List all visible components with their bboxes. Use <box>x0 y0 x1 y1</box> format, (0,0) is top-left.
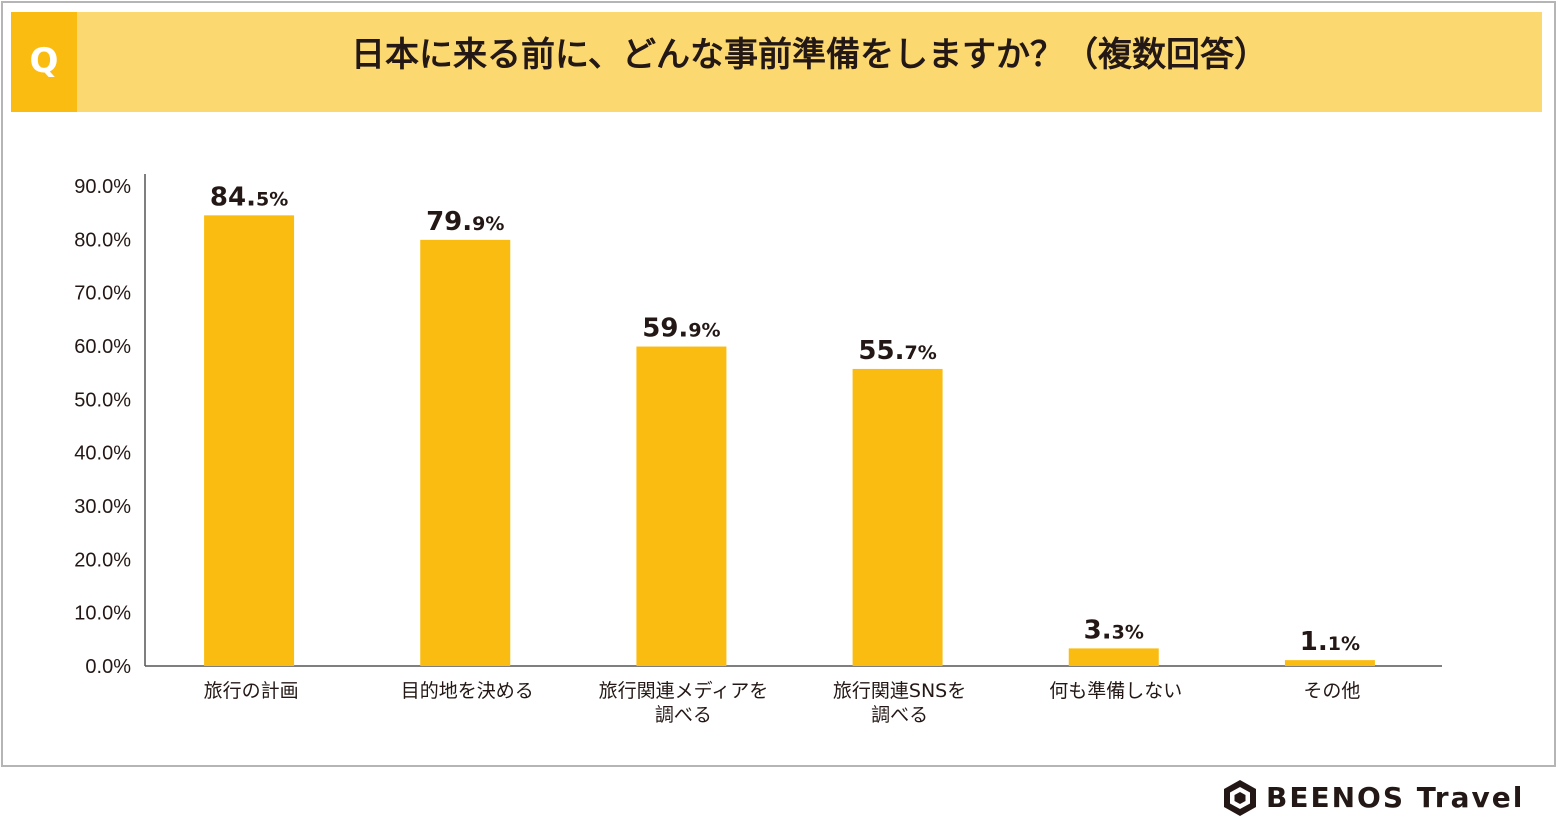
data-label: 84.5% <box>210 182 288 212</box>
x-category-label: 調べる <box>871 704 928 726</box>
chart-title: 日本に来る前に、どんな事前準備をしますか？（複数回答） <box>351 35 1268 75</box>
bar <box>420 239 511 666</box>
bar <box>852 368 943 666</box>
brand-name: BEENOS Travel <box>1266 781 1525 814</box>
y-tick-label: 20.0% <box>74 549 131 571</box>
bar <box>1284 660 1375 666</box>
data-label: 3.3% <box>1084 615 1144 645</box>
data-label: 79.9% <box>426 207 504 237</box>
data-label: 59.9% <box>642 314 720 344</box>
y-tick-label: 90.0% <box>74 176 131 198</box>
q-badge: Q <box>11 12 77 112</box>
q-letter: Q <box>29 41 59 81</box>
y-tick-label: 80.0% <box>74 229 131 251</box>
y-tick-label: 0.0% <box>85 656 131 678</box>
y-tick-label: 30.0% <box>74 496 131 518</box>
x-category-label: 旅行関連メディアを <box>599 680 769 702</box>
y-tick-label: 60.0% <box>74 336 131 358</box>
y-tick-label: 40.0% <box>74 443 131 465</box>
x-category-label: 旅行の計画 <box>204 680 299 702</box>
x-category-label: 調べる <box>655 704 712 726</box>
bar <box>636 346 727 666</box>
x-category-label: 何も準備しない <box>1049 680 1182 702</box>
bar <box>1068 648 1159 666</box>
hexagon-logo-icon <box>1224 780 1256 816</box>
question-header <box>11 12 1542 112</box>
y-tick-label: 50.0% <box>74 389 131 411</box>
x-category-label: 目的地を決める <box>401 680 534 702</box>
brand-logo: BEENOS Travel <box>1222 778 1542 818</box>
y-tick-label: 70.0% <box>74 283 131 305</box>
x-category-label: その他 <box>1303 680 1360 702</box>
y-tick-label: 10.0% <box>74 603 131 625</box>
bar <box>204 215 295 667</box>
bar-chart: 0.0% 10.0% 20.0% 30.0% 40.0% 50.0% 60.0% 70.0% 8… <box>74 174 1442 726</box>
x-category-label: 旅行関連SNSを <box>833 680 966 702</box>
data-label: 55.7% <box>858 336 936 366</box>
data-label: 1.1% <box>1300 627 1360 657</box>
